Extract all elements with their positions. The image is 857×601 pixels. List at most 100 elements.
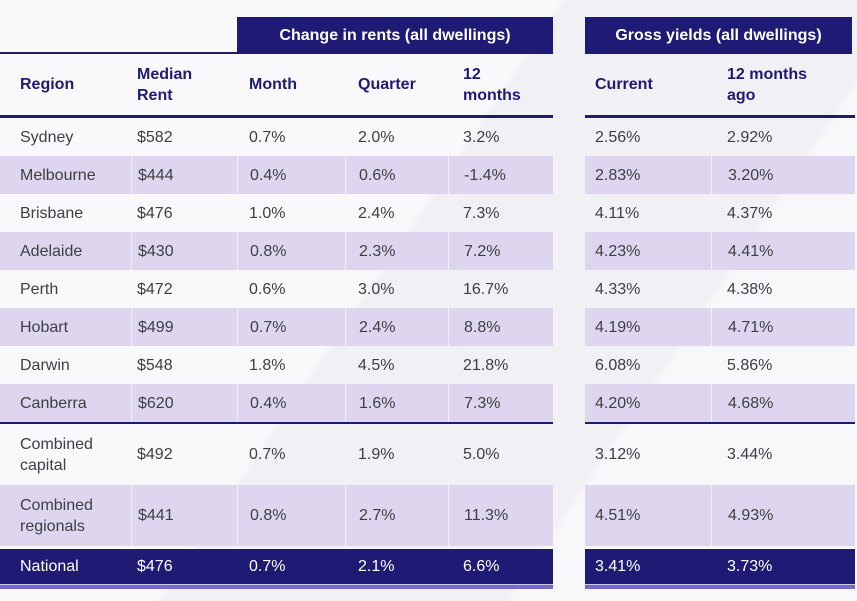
cell-text: 4.41% (728, 242, 774, 260)
cell-text: 3.73% (727, 558, 773, 575)
cell-text: Canberra (20, 394, 87, 412)
table-rows: Sydney $582 0.7% 2.0% 3.2% 2.56% 2.92% Melbourn… (0, 118, 857, 584)
rents-row-block: Combined regionals $441 0.8% 2.7% 11.3% (0, 485, 553, 546)
median-rent-cell: $492 (131, 424, 237, 485)
table-row: Sydney $582 0.7% 2.0% 3.2% 2.56% 2.92% (0, 118, 857, 156)
cell-text: 3.12% (595, 446, 641, 463)
twelve-months-ago-yield-cell: 3.73% (711, 549, 855, 584)
cell-text: 4.23% (595, 242, 641, 260)
yields-row-block: 2.56% 2.92% (585, 118, 855, 156)
cell-text: 4.51% (595, 507, 641, 524)
cell-text: 4.68% (728, 394, 774, 412)
cell-text: 11.3% (464, 507, 509, 524)
month-change-cell: 0.4% (237, 384, 345, 422)
month-change-cell: 0.7% (237, 308, 345, 346)
current-yield-cell: 4.33% (585, 270, 711, 308)
cell-text: 0.4% (250, 166, 287, 184)
cell-text: 4.19% (595, 318, 641, 336)
current-yield-cell: 4.51% (585, 485, 711, 546)
current-yield-cell: 3.41% (585, 549, 711, 584)
cell-text: 2.4% (359, 318, 396, 336)
header-text: Quarter (358, 76, 416, 93)
yields-row-block: 4.19% 4.71% (585, 308, 855, 346)
median-rent-cell: $582 (131, 118, 237, 156)
quarter-change-cell: 4.5% (345, 346, 448, 384)
cell-text: 4.71% (728, 318, 774, 336)
table-row: National $476 0.7% 2.1% 6.6% 3.41% 3.73% (0, 549, 857, 584)
twelve-months-ago-yield-cell: 4.93% (711, 485, 855, 546)
rents-header-block: Region Median Rent Month Quarter 12 mont… (0, 54, 553, 118)
header-text: Current (595, 76, 653, 93)
rents-banner: Change in rents (all dwellings) (237, 17, 553, 54)
cell-text: Combined regionals (20, 496, 93, 535)
header-text: Region (20, 76, 75, 93)
rents-row-block: Hobart $499 0.7% 2.4% 8.8% (0, 308, 553, 346)
cell-text: 2.4% (358, 204, 395, 222)
current-yield-cell: 4.20% (585, 384, 711, 422)
cell-text: 0.7% (249, 558, 286, 575)
cell-text: 0.6% (249, 280, 286, 298)
quarter-change-cell: 2.1% (345, 549, 448, 584)
quarter-change-cell: 2.4% (345, 194, 448, 232)
cell-text: 3.0% (358, 280, 395, 298)
cell-text: Perth (20, 280, 59, 298)
cell-text: 2.3% (359, 242, 396, 260)
quarter-change-cell: 1.9% (345, 424, 448, 485)
table-row: Adelaide $430 0.8% 2.3% 7.2% 4.23% 4.41% (0, 232, 857, 270)
quarter-change-cell: 2.3% (345, 232, 448, 270)
region-cell: Combined capital (0, 424, 131, 485)
yields-banner: Gross yields (all dwellings) (585, 17, 852, 54)
current-yield-cell: 4.23% (585, 232, 711, 270)
table-row: Darwin $548 1.8% 4.5% 21.8% 6.08% 5.86% (0, 346, 857, 384)
twelve-months-ago-yield-cell: 3.20% (711, 156, 855, 194)
rents-row-block: Perth $472 0.6% 3.0% 16.7% (0, 270, 553, 308)
cell-text: 5.86% (727, 356, 773, 374)
twelve-month-change-cell: 21.8% (448, 346, 553, 384)
cell-text: 0.6% (359, 166, 396, 184)
median-rent-cell: $444 (131, 156, 237, 194)
cell-text: 4.37% (727, 204, 773, 222)
month-change-cell: 0.6% (237, 270, 345, 308)
current-yield-cell: 4.19% (585, 308, 711, 346)
cell-text: -1.4% (464, 166, 506, 184)
quarter-change-cell: 2.7% (345, 485, 448, 546)
twelve-month-change-cell: 16.7% (448, 270, 553, 308)
cell-text: 3.20% (728, 166, 774, 184)
accent-underline (0, 584, 553, 589)
cell-text: Melbourne (20, 166, 96, 184)
cell-text: Adelaide (20, 242, 83, 260)
rents-row-block: Brisbane $476 1.0% 2.4% 7.3% (0, 194, 553, 232)
cell-text: 2.92% (727, 128, 773, 146)
cell-text: Sydney (20, 128, 74, 146)
cell-text: $582 (137, 128, 173, 146)
cell-text: 3.41% (595, 558, 641, 575)
median-rent-cell: $441 (131, 485, 237, 546)
month-change-cell: 1.8% (237, 346, 345, 384)
rents-row-block: National $476 0.7% 2.1% 6.6% (0, 549, 553, 584)
banner-row: Change in rents (all dwellings) Gross yi… (0, 17, 857, 54)
cell-text: 0.7% (249, 446, 286, 463)
table-row: Perth $472 0.6% 3.0% 16.7% 4.33% 4.38% (0, 270, 857, 308)
region-cell: Combined regionals (0, 485, 131, 546)
table-row: Melbourne $444 0.4% 0.6% -1.4% 2.83% 3.20% (0, 156, 857, 194)
yields-row-block: 3.41% 3.73% (585, 549, 855, 584)
yields-row-block: 4.23% 4.41% (585, 232, 855, 270)
region-cell: Hobart (0, 308, 131, 346)
header-text: Month (249, 76, 297, 93)
quarter-change-cell: 1.6% (345, 384, 448, 422)
region-cell: Sydney (0, 118, 131, 156)
accent-underline (585, 584, 855, 589)
median-rent-cell: $548 (131, 346, 237, 384)
cell-text: 2.56% (595, 128, 641, 146)
cell-text: 0.4% (250, 394, 287, 412)
twelve-months-ago-yield-cell: 5.86% (711, 346, 855, 384)
region-cell: Darwin (0, 346, 131, 384)
column-header-median-rent: Median Rent (131, 54, 237, 115)
column-header-month: Month (237, 54, 345, 115)
header-text: 12 months ago (727, 65, 808, 104)
cell-text: 8.8% (464, 318, 501, 336)
cell-text: Combined capital (20, 435, 93, 474)
cell-text: $492 (137, 446, 173, 463)
table-row: Brisbane $476 1.0% 2.4% 7.3% 4.11% 4.37% (0, 194, 857, 232)
